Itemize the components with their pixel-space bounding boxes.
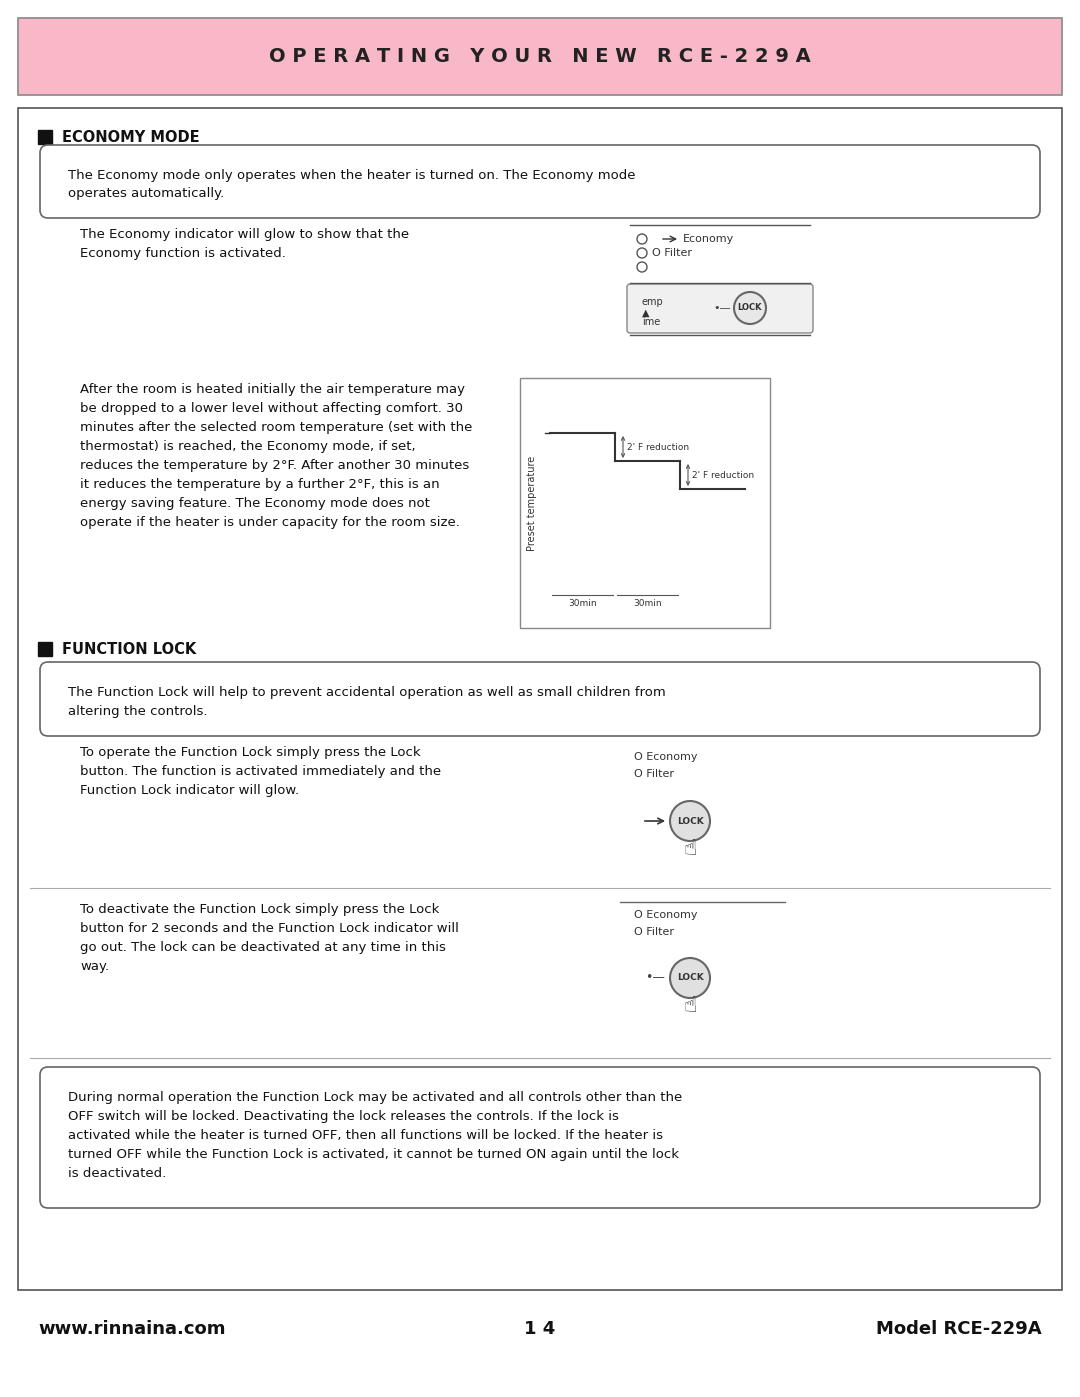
Text: 1 4: 1 4 — [525, 1320, 555, 1338]
Circle shape — [670, 958, 710, 997]
Text: O Filter: O Filter — [634, 768, 674, 780]
Text: LOCK: LOCK — [677, 816, 703, 826]
Text: O Filter: O Filter — [634, 928, 674, 937]
Text: The Economy mode only operates when the heater is turned on. The Economy mode
op: The Economy mode only operates when the … — [68, 169, 635, 201]
Text: O Economy: O Economy — [634, 909, 698, 921]
Text: The Function Lock will help to prevent accidental operation as well as small chi: The Function Lock will help to prevent a… — [68, 686, 665, 718]
Text: •—: •— — [645, 971, 665, 985]
FancyBboxPatch shape — [18, 18, 1062, 95]
Circle shape — [734, 292, 766, 324]
Text: ECONOMY MODE: ECONOMY MODE — [62, 130, 200, 144]
FancyBboxPatch shape — [40, 145, 1040, 218]
Text: To operate the Function Lock simply press the Lock
button. The function is activ: To operate the Function Lock simply pres… — [80, 746, 441, 798]
Text: ☝: ☝ — [684, 996, 697, 1016]
Text: 2' F reduction: 2' F reduction — [692, 471, 754, 479]
Text: The Economy indicator will glow to show that the
Economy function is activated.: The Economy indicator will glow to show … — [80, 228, 409, 260]
Text: •—: •— — [713, 303, 731, 313]
Text: LOCK: LOCK — [677, 974, 703, 982]
Circle shape — [670, 800, 710, 841]
Text: 30min: 30min — [633, 599, 662, 609]
Text: O Filter: O Filter — [652, 249, 692, 258]
Text: Economy: Economy — [683, 235, 734, 244]
Text: Preset temperature: Preset temperature — [527, 455, 537, 550]
FancyBboxPatch shape — [18, 108, 1062, 1289]
Bar — [519, 379, 770, 629]
Text: O P E R A T I N G   Y O U R   N E W   R C E - 2 2 9 A: O P E R A T I N G Y O U R N E W R C E - … — [269, 47, 811, 66]
Bar — [38, 130, 52, 144]
Text: During normal operation the Function Lock may be activated and all controls othe: During normal operation the Function Loc… — [68, 1091, 683, 1180]
FancyBboxPatch shape — [627, 284, 813, 332]
Text: To deactivate the Function Lock simply press the Lock
button for 2 seconds and t: To deactivate the Function Lock simply p… — [80, 902, 459, 972]
Text: 2' F reduction: 2' F reduction — [627, 443, 689, 451]
Text: ime: ime — [642, 317, 660, 327]
FancyBboxPatch shape — [40, 1067, 1040, 1208]
Bar — [38, 643, 52, 657]
Text: Model RCE-229A: Model RCE-229A — [876, 1320, 1042, 1338]
Text: LOCK: LOCK — [738, 303, 762, 313]
Text: ▲: ▲ — [642, 307, 649, 319]
Text: ☝: ☝ — [684, 840, 697, 859]
Text: FUNCTION LOCK: FUNCTION LOCK — [62, 641, 197, 657]
FancyBboxPatch shape — [40, 662, 1040, 736]
Text: www.rinnaina.com: www.rinnaina.com — [38, 1320, 226, 1338]
Text: O Economy: O Economy — [634, 752, 698, 761]
Text: 30min: 30min — [568, 599, 597, 609]
Text: After the room is heated initially the air temperature may
be dropped to a lower: After the room is heated initially the a… — [80, 383, 472, 529]
Text: emp: emp — [642, 298, 664, 307]
